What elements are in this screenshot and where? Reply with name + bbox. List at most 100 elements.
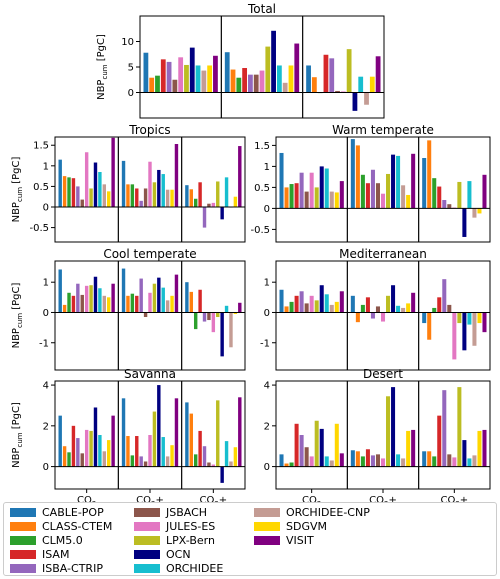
bar-isba-ctrip [139, 278, 143, 313]
bar-sdgvm [477, 312, 482, 324]
bar-isam [294, 295, 299, 313]
bar-isam [437, 186, 442, 209]
bar-jules-es [380, 193, 386, 209]
bar-orchidee-cnp [282, 82, 288, 93]
bar-cable-pop [350, 295, 355, 313]
bar-jsbach [304, 191, 309, 209]
bar-jules-es [84, 285, 89, 313]
bar-orchidee-cnp [165, 189, 170, 207]
bar-lpx-bern [216, 400, 220, 467]
bar-orchidee-cnp [329, 460, 334, 467]
bar-class-ctem [189, 413, 193, 467]
legend-swatch [10, 563, 36, 573]
bar-isam [437, 415, 442, 467]
bar-ocn [352, 92, 358, 111]
bar-isba-ctrip [202, 312, 207, 322]
bar-jsbach [447, 304, 452, 313]
legend-swatch [134, 563, 160, 573]
bar-sdgvm [170, 295, 174, 313]
y-tick-label: 1.5 [254, 141, 270, 152]
bar-orchidee-cnp [401, 458, 406, 467]
bar-visit [339, 181, 344, 209]
y-axis-label: NBPcum [PgC] [11, 156, 24, 222]
y-axis-label: NBPcum [PgC] [11, 282, 24, 348]
legend-label: ISAM [42, 548, 70, 561]
bar-class-ctem [311, 77, 317, 93]
y-tick-label: 1 [43, 161, 49, 172]
bar-isam [198, 430, 202, 467]
bar-isam [160, 59, 166, 93]
y-tick-label: 0 [128, 88, 134, 99]
panel-mediterranean: Mediterranean -1 0 1 [260, 247, 491, 371]
legend-label: ORCHIDEE-CNP [286, 506, 370, 519]
bar-cable-pop [58, 415, 62, 467]
bar-isam [323, 54, 329, 93]
panel-title: Tropics [128, 123, 170, 137]
bar-clm5.0 [289, 462, 294, 467]
bar-class-ctem [427, 451, 432, 467]
y-tick-label: 1.5 [33, 141, 49, 152]
bar-jsbach [253, 74, 259, 93]
bar-isam [198, 289, 202, 313]
bar-isba-ctrip [202, 207, 207, 228]
bar-visit [174, 398, 179, 467]
y-tick-label: 1 [264, 162, 270, 173]
bar-jsbach [304, 447, 309, 467]
legend-label: JULES-ES [166, 520, 216, 533]
bar-orchidee-cnp [165, 300, 170, 313]
bar-sdgvm [107, 297, 111, 313]
bar-clm5.0 [130, 293, 135, 313]
bar-isba-ctrip [370, 169, 375, 209]
legend-swatch [10, 535, 36, 545]
bar-visit [294, 43, 300, 93]
legend-label: OCN [166, 548, 191, 561]
bar-isam [135, 436, 139, 467]
bar-jules-es [340, 91, 346, 93]
legend-label: CABLE-POP [42, 506, 104, 519]
bar-lpx-bern [152, 411, 157, 467]
bar-jsbach [143, 312, 148, 318]
bar-orchidee [396, 305, 401, 313]
y-tick-label: 2 [43, 421, 49, 432]
bar-sdgvm [233, 196, 238, 207]
bar-orchidee [161, 437, 165, 467]
bar-sdgvm [477, 430, 482, 467]
bar-cable-pop [121, 160, 126, 207]
bar-jules-es [380, 312, 386, 322]
bar-cable-pop [279, 289, 284, 313]
bar-lpx-bern [386, 396, 391, 467]
legend-swatch [254, 535, 280, 545]
bar-class-ctem [355, 312, 360, 323]
panel-title: Cool temperate [103, 247, 196, 261]
bar-sdgvm [334, 192, 339, 209]
bar-lpx-bern [346, 49, 352, 93]
bar-orchidee [224, 305, 229, 313]
bar-isba-ctrip [442, 390, 447, 467]
bar-orchidee-cnp [472, 312, 477, 346]
bar-ocn [391, 387, 396, 467]
y-tick-label: -0.5 [250, 225, 270, 236]
legend-label: ORCHIDEE [166, 562, 224, 575]
bar-isam [135, 188, 139, 207]
bar-visit [339, 291, 344, 313]
bar-isba-ctrip [442, 200, 447, 209]
y-tick-label: -1 [260, 338, 270, 349]
bar-orchidee-cnp [102, 184, 107, 207]
bar-isba-ctrip [299, 172, 304, 209]
bar-jules-es [309, 172, 314, 209]
panel-title: Mediterranean [339, 247, 427, 261]
y-tick-label: 0 [264, 204, 270, 215]
bar-orchidee [195, 65, 201, 93]
bar-isba-ctrip [76, 186, 80, 207]
bar-clm5.0 [67, 452, 71, 467]
bar-visit [482, 312, 487, 333]
y-tick-label: 2 [264, 421, 270, 432]
bar-jules-es [148, 161, 152, 207]
bar-isam [365, 449, 370, 467]
legend-item: CABLE-POP [10, 506, 104, 520]
legend-item: VISIT [254, 534, 314, 548]
bar-orchidee-cnp [401, 185, 406, 209]
panel-frame [54, 260, 246, 371]
bar-lpx-bern [152, 182, 157, 207]
legend-swatch [254, 521, 280, 531]
